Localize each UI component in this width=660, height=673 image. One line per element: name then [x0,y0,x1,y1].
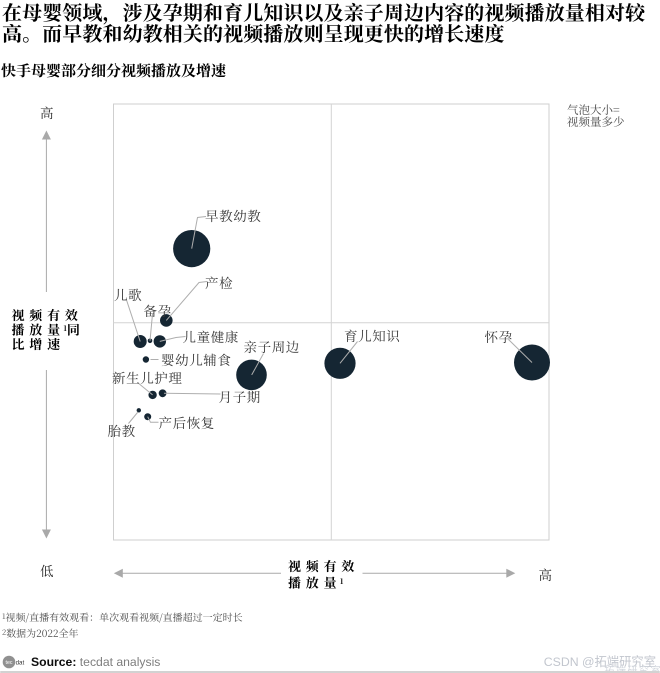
svg-text:tec: tec [6,660,13,666]
svg-text:dat: dat [16,660,25,667]
